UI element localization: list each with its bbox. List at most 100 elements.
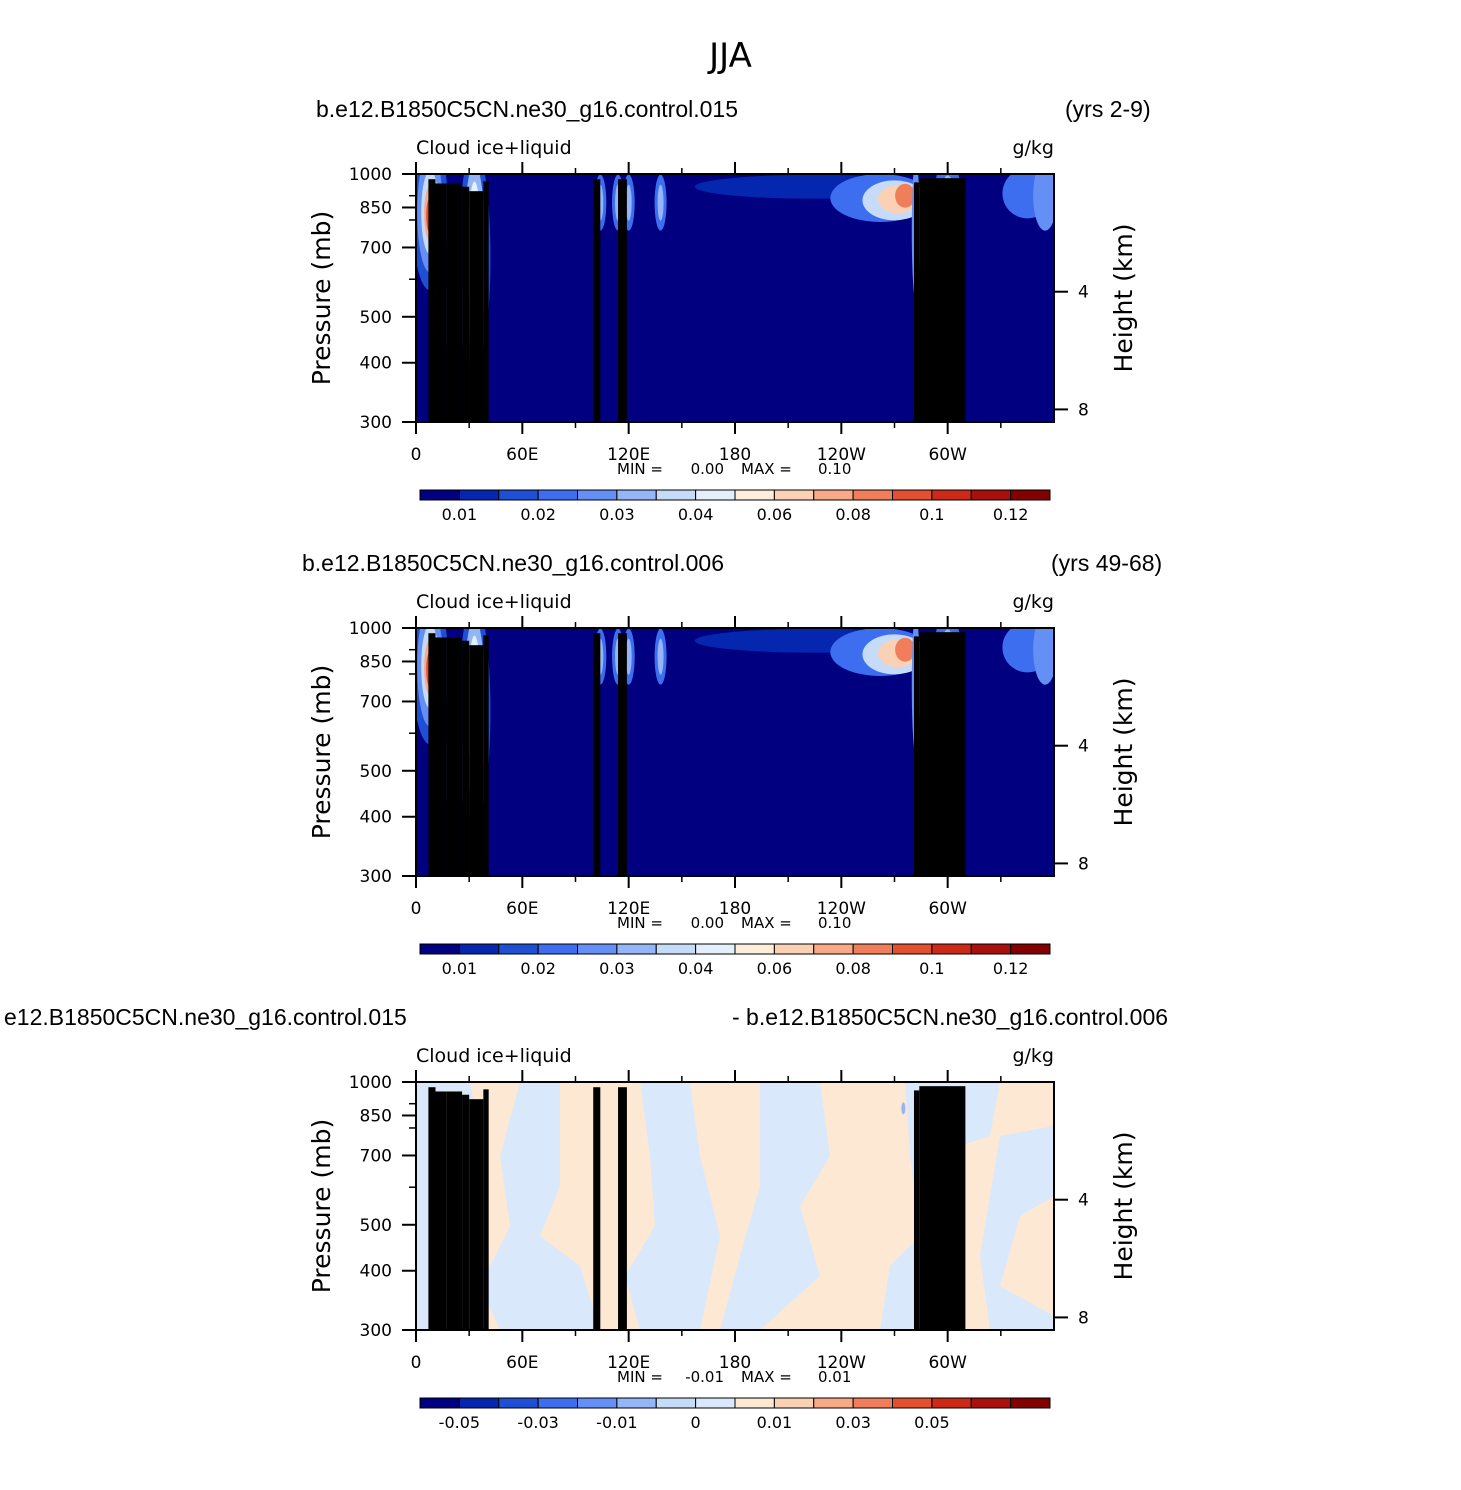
y-tick-label: 1000 [349, 1073, 392, 1093]
x-tick-label: 0 [411, 1353, 422, 1373]
colorbar-label: 0.12 [993, 505, 1029, 524]
max-label: MAX = [741, 460, 792, 478]
colorbar-box [773, 943, 815, 955]
units-label: g/kg [1012, 137, 1054, 159]
colorbar-box [1010, 1397, 1051, 1409]
contour-region [895, 183, 916, 208]
contour-region [720, 1082, 830, 1330]
panel-2-years: (yrs 49-68) [1051, 550, 1163, 576]
colorbar-box [577, 489, 618, 501]
colorbar-box [734, 489, 775, 501]
colorbar-box [734, 943, 775, 955]
topography-block [919, 178, 966, 422]
y-axis-label: Pressure (mb) [307, 665, 336, 839]
contour-region [625, 184, 632, 221]
y-tick-label: 300 [360, 1321, 392, 1341]
colorbar-box [813, 489, 854, 501]
panel-3-chart: Cloud ice+liquid g/kg3004005007008501000P… [307, 1045, 1138, 1432]
colorbar-box [931, 489, 972, 501]
topography-block [919, 1086, 966, 1330]
colorbar-box [813, 943, 854, 955]
colorbar-box [695, 1397, 736, 1409]
x-tick-label: 60E [506, 1353, 538, 1373]
min-value: -0.01 [685, 1368, 724, 1386]
colorbar-box [655, 489, 697, 501]
topography-block [462, 1094, 470, 1330]
colorbar-box [970, 943, 1012, 955]
colorbar-box [419, 1397, 460, 1409]
colorbar-label: -0.01 [596, 1413, 637, 1432]
y-tick-label: 400 [360, 354, 392, 374]
colorbar-label: 0.03 [599, 505, 635, 524]
y-tick-label: 850 [360, 198, 392, 218]
y2-axis-label: Height (km) [1109, 678, 1138, 827]
colorbar-label: 0.12 [993, 959, 1029, 978]
y2-tick-label: 4 [1078, 283, 1089, 303]
colorbar-label: -0.03 [517, 1413, 558, 1432]
colorbar-label: 0.1 [919, 505, 944, 524]
colorbar-box [892, 1397, 933, 1409]
x-tick-label: 180 [719, 899, 751, 919]
colorbar-label: -0.05 [439, 1413, 480, 1432]
y-tick-label: 1000 [349, 165, 392, 185]
topography-block [593, 1087, 601, 1330]
topography-block [428, 633, 436, 876]
topography-block [469, 1099, 484, 1330]
x-tick-label: 60E [506, 445, 538, 465]
colorbar-label: 0.08 [835, 505, 871, 524]
colorbar-box [616, 489, 657, 501]
panel-1-chart: Cloud ice+liquid g/kg 300 400 500 700 850 1000 P… [307, 137, 1138, 524]
colorbar-box [537, 943, 578, 955]
x-tick-label: 180 [719, 1353, 751, 1373]
y2-tick-label: 4 [1078, 1191, 1089, 1211]
x-tick-label: 120E [607, 899, 650, 919]
colorbar-box [537, 489, 578, 501]
max-value: 0.10 [818, 460, 851, 478]
colorbar-label: 0.01 [442, 505, 478, 524]
colorbar-label: 0.04 [678, 505, 714, 524]
contour-region [657, 184, 664, 221]
y2-tick-label: 8 [1078, 854, 1089, 874]
panel-3-run-title: e12.B1850C5CN.ne30_g16.control.015 [4, 1004, 407, 1030]
field-name-label: Cloud ice+liquid [416, 591, 572, 613]
y-tick-label: 300 [360, 413, 392, 433]
panel-3-run-title-2: - b.e12.B1850C5CN.ne30_g16.control.006 [732, 1004, 1169, 1030]
colorbar-box [1010, 489, 1051, 501]
colorbar-box [813, 1397, 854, 1409]
topography-block [446, 1091, 463, 1330]
y-tick-label: 700 [360, 692, 392, 712]
min-label: MIN = [617, 1368, 663, 1386]
x-tick-label: 120E [607, 445, 650, 465]
contour-region [657, 638, 664, 675]
y-tick-label: 500 [360, 308, 392, 328]
colorbar-box [537, 1397, 578, 1409]
colorbar-label: 0.03 [835, 1413, 871, 1432]
colorbar-box [695, 943, 736, 955]
y-tick-label: 1000 [349, 619, 392, 639]
min-label: MIN = [617, 914, 663, 932]
contour-region [901, 1102, 906, 1115]
colorbar-label: 0.05 [914, 1413, 950, 1432]
y2-axis-label: Height (km) [1109, 224, 1138, 373]
min-label: MIN = [617, 460, 663, 478]
y-tick-label: 500 [360, 1216, 392, 1236]
colorbar-box [970, 489, 1012, 501]
colorbar-label: 0.03 [599, 959, 635, 978]
colorbar-box [773, 1397, 815, 1409]
x-tick-label: 120W [817, 445, 866, 465]
colorbar-box [892, 943, 933, 955]
topography-block [483, 1089, 489, 1330]
colorbar-box [931, 1397, 972, 1409]
colorbar-box [458, 489, 500, 501]
max-label: MAX = [741, 914, 792, 932]
contour-region [625, 1082, 720, 1330]
x-tick-label: 60W [928, 445, 967, 465]
colorbar-box [852, 489, 893, 501]
y2-axis-label: Height (km) [1109, 1132, 1138, 1281]
topography-block [428, 179, 436, 422]
topography-block [469, 645, 484, 876]
x-tick-label: 0 [411, 899, 422, 919]
min-value: 0.00 [691, 460, 724, 478]
y-tick-label: 700 [360, 1146, 392, 1166]
plot-area [416, 1082, 1054, 1330]
